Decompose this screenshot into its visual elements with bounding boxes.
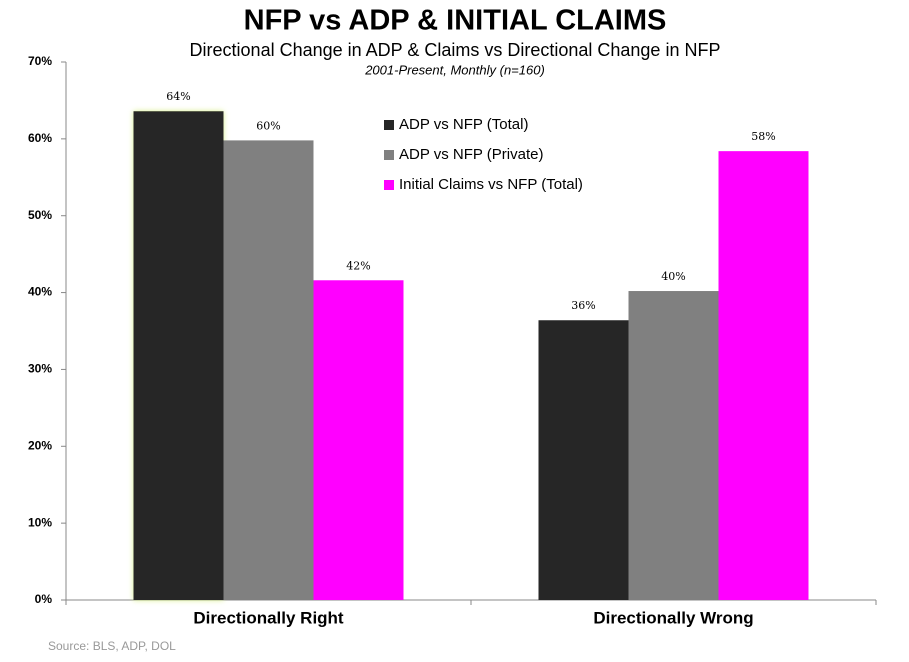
- y-tick-label: 0%: [35, 592, 53, 606]
- bar: [313, 280, 404, 600]
- legend-label: ADP vs NFP (Private): [399, 146, 543, 163]
- bar: [628, 291, 719, 600]
- x-tick-label: Directionally Wrong: [593, 608, 753, 627]
- legend-swatch: [384, 150, 394, 160]
- bar: [718, 151, 809, 600]
- bar: [133, 111, 224, 600]
- y-tick-label: 10%: [28, 515, 52, 529]
- legend-label: ADP vs NFP (Total): [399, 116, 528, 133]
- chart-title: NFP vs ADP & INITIAL CLAIMS: [244, 5, 667, 37]
- y-tick-label: 50%: [28, 208, 52, 222]
- x-tick-label: Directionally Right: [193, 608, 344, 627]
- y-tick-label: 60%: [28, 131, 52, 145]
- value-label: 40%: [661, 270, 685, 283]
- y-tick-label: 30%: [28, 362, 52, 376]
- value-label: 60%: [256, 119, 280, 132]
- legend-swatch: [384, 180, 394, 190]
- y-tick-label: 20%: [28, 438, 52, 452]
- y-tick-label: 40%: [28, 285, 52, 299]
- value-label: 58%: [751, 130, 775, 143]
- legend-label: Initial Claims vs NFP (Total): [399, 176, 583, 193]
- value-label: 36%: [571, 299, 595, 312]
- bar: [538, 320, 629, 600]
- y-tick-label: 70%: [28, 54, 52, 68]
- value-label: 42%: [346, 259, 370, 272]
- source: Source: BLS, ADP, DOL: [48, 639, 176, 653]
- value-label: 64%: [166, 90, 190, 103]
- chart-note: 2001-Present, Monthly (n=160): [364, 62, 545, 77]
- bar: [223, 140, 314, 600]
- legend-swatch: [384, 120, 394, 130]
- chart-subtitle: Directional Change in ADP & Claims vs Di…: [190, 40, 721, 60]
